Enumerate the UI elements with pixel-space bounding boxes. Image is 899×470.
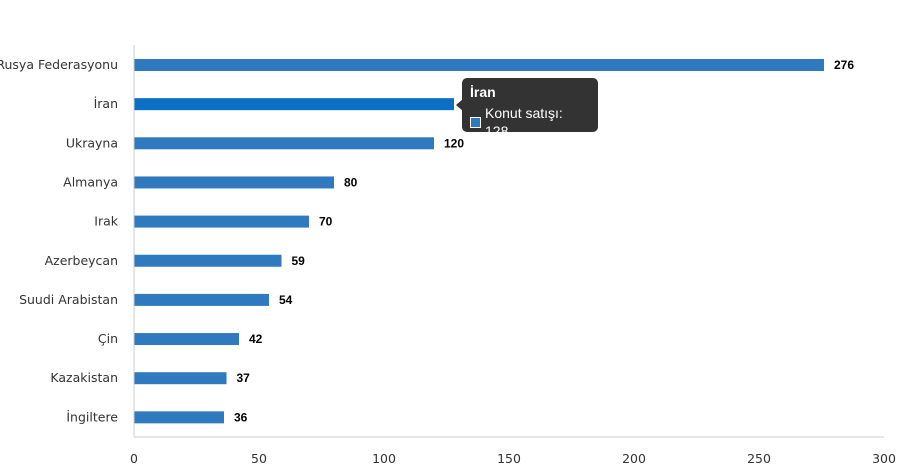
category-label: Ukrayna [66,135,118,150]
data-label: 70 [319,215,333,229]
tooltip-title: İran [470,84,496,100]
bar-group [134,59,824,424]
category-label: İran [94,96,118,111]
category-label: Rusya Federasyonu [0,57,118,72]
x-tick-label: 50 [251,451,267,466]
data-label-group: 27612812080705954423736 [234,58,854,424]
category-label: İngiltere [66,409,118,424]
bar[interactable] [134,98,454,111]
bar[interactable] [134,215,309,228]
bar[interactable] [134,176,334,189]
bar[interactable] [134,59,824,71]
x-tick-label: 0 [130,451,138,466]
category-label: Almanya [63,174,118,189]
tooltip-swatch [470,116,481,128]
data-label: 80 [344,175,358,189]
x-tick-label: 100 [372,451,396,466]
x-tick-label: 300 [872,451,896,466]
bar[interactable] [134,293,269,306]
bar[interactable] [134,411,224,424]
tooltip: İran Konut satışı: 128 [462,78,598,139]
tooltip-text: Konut satışı: 128 [485,105,563,139]
x-tick-label-group: 0 50 100 150 200 250 300 [130,451,896,466]
bar[interactable] [134,254,282,267]
data-label: 36 [234,410,248,424]
bar[interactable] [134,137,434,150]
category-label: Kazakistan [50,370,118,385]
data-label: 120 [444,136,464,150]
tooltip-arrow [456,99,463,111]
data-label: 54 [279,293,293,307]
x-tick-label: 150 [497,451,521,466]
category-label: Azerbeycan [45,253,118,268]
x-tick-label: 250 [747,451,771,466]
data-label: 42 [249,332,263,346]
data-label: 59 [292,254,306,268]
bar[interactable] [134,372,227,385]
data-label: 37 [237,371,251,385]
x-tick-label: 200 [622,451,646,466]
category-label: Çin [98,331,118,346]
category-label: Suudi Arabistan [19,292,118,307]
data-label: 276 [834,58,854,72]
tooltip-row: Konut satışı: 128 [470,104,590,140]
category-label: Irak [94,214,118,229]
bar[interactable] [134,333,239,346]
category-label-group: Rusya Federasyonu İran Ukrayna Almanya Irak A… [0,57,119,424]
